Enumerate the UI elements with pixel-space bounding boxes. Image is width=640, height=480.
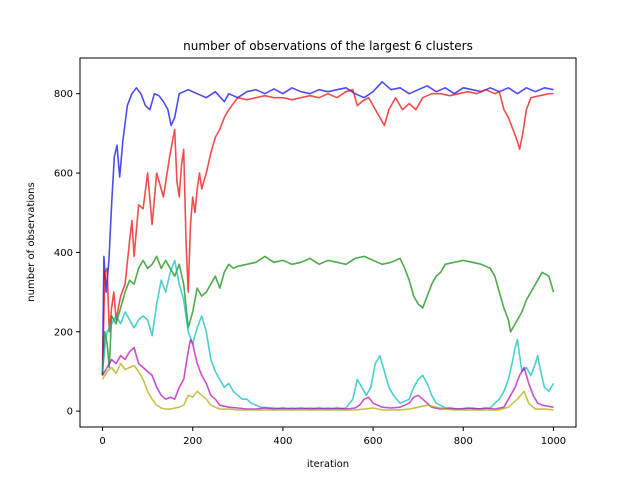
y-tick-label: 800 bbox=[54, 89, 73, 100]
series-line-4 bbox=[101, 259, 555, 410]
x-tick-label: 600 bbox=[364, 436, 383, 447]
plot-lines bbox=[101, 81, 555, 411]
series-line-1 bbox=[101, 81, 554, 376]
y-axis-label: number of observations bbox=[26, 182, 37, 301]
x-tick-label: 0 bbox=[99, 436, 105, 447]
series-line-5 bbox=[101, 338, 554, 410]
x-tick-label: 1000 bbox=[541, 436, 566, 447]
x-tick-label: 200 bbox=[183, 436, 202, 447]
series-line-6 bbox=[101, 362, 554, 411]
chart-title: number of observations of the largest 6 … bbox=[183, 39, 473, 53]
x-tick-label: 800 bbox=[454, 436, 473, 447]
y-tick-label: 600 bbox=[54, 169, 73, 180]
x-tick-label: 400 bbox=[273, 436, 292, 447]
x-axis-label: iteration bbox=[307, 459, 349, 470]
x-axis: 0 200 400 600 800 1000 bbox=[99, 427, 566, 447]
plot-frame bbox=[79, 57, 577, 428]
y-axis: 0 200 400 600 800 bbox=[54, 89, 80, 418]
series-line-3 bbox=[101, 255, 555, 376]
y-tick-label: 200 bbox=[54, 327, 73, 338]
y-tick-label: 0 bbox=[67, 407, 73, 418]
y-tick-label: 400 bbox=[54, 248, 73, 259]
series-line-2 bbox=[101, 88, 554, 376]
